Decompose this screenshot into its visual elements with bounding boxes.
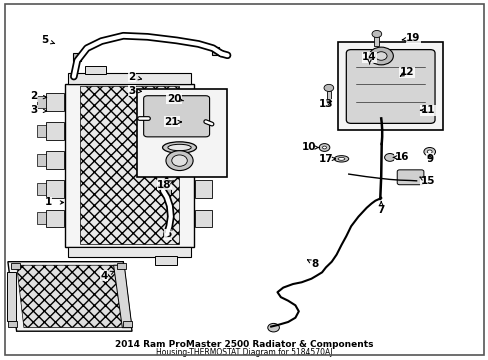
- Ellipse shape: [333, 156, 348, 162]
- Circle shape: [165, 151, 193, 171]
- Text: 2: 2: [128, 72, 135, 82]
- Polygon shape: [113, 265, 132, 328]
- Bar: [155, 256, 176, 265]
- Text: 11: 11: [420, 105, 434, 115]
- Text: 7: 7: [377, 204, 384, 215]
- Polygon shape: [8, 262, 132, 331]
- FancyBboxPatch shape: [143, 96, 209, 137]
- Text: Housing-THERMOSTAT Diagram for 5184570AJ: Housing-THERMOSTAT Diagram for 5184570AJ: [156, 348, 332, 357]
- Bar: [194, 210, 211, 227]
- Bar: [117, 264, 126, 269]
- Ellipse shape: [337, 157, 344, 160]
- Text: 1: 1: [44, 198, 52, 207]
- Bar: [45, 180, 64, 198]
- Circle shape: [267, 323, 279, 332]
- Text: 6: 6: [164, 229, 171, 239]
- Bar: [37, 212, 45, 224]
- Bar: [65, 84, 193, 247]
- Circle shape: [322, 146, 326, 149]
- Bar: [137, 89, 226, 176]
- FancyBboxPatch shape: [396, 170, 423, 185]
- Bar: [84, 66, 106, 74]
- Bar: [211, 47, 219, 55]
- Bar: [37, 96, 45, 108]
- Bar: [161, 189, 170, 195]
- Text: 3: 3: [128, 86, 135, 96]
- Polygon shape: [7, 272, 16, 321]
- Bar: [194, 152, 211, 169]
- Bar: [67, 73, 191, 84]
- Bar: [8, 321, 17, 327]
- Ellipse shape: [167, 144, 191, 151]
- Circle shape: [384, 153, 394, 161]
- Bar: [337, 42, 443, 130]
- Bar: [11, 264, 20, 269]
- Text: 17: 17: [318, 154, 333, 164]
- Text: 12: 12: [399, 67, 413, 77]
- Bar: [194, 180, 211, 198]
- Circle shape: [423, 148, 435, 156]
- FancyBboxPatch shape: [346, 50, 434, 123]
- Bar: [37, 154, 45, 166]
- Bar: [45, 122, 64, 140]
- Bar: [194, 93, 211, 111]
- Circle shape: [171, 155, 187, 166]
- Bar: [67, 247, 191, 257]
- Text: 13: 13: [318, 99, 332, 109]
- Bar: [45, 210, 64, 227]
- Text: 10: 10: [301, 143, 316, 153]
- Text: 8: 8: [310, 259, 318, 269]
- Text: 14: 14: [362, 52, 376, 62]
- Circle shape: [319, 144, 329, 152]
- Circle shape: [427, 150, 431, 153]
- Circle shape: [371, 31, 381, 37]
- Text: 18: 18: [157, 180, 171, 190]
- Text: 3: 3: [30, 105, 37, 115]
- Bar: [194, 122, 211, 140]
- Bar: [37, 183, 45, 195]
- Text: 16: 16: [394, 152, 408, 162]
- Bar: [73, 53, 81, 61]
- Text: 4: 4: [100, 271, 107, 281]
- Bar: [45, 93, 64, 111]
- Bar: [123, 321, 132, 327]
- Text: 5: 5: [41, 35, 48, 45]
- Text: 15: 15: [420, 176, 434, 186]
- Bar: [45, 152, 64, 169]
- Text: 9: 9: [425, 154, 432, 164]
- Text: 19: 19: [405, 33, 420, 43]
- Circle shape: [324, 84, 333, 91]
- Circle shape: [368, 47, 392, 65]
- Bar: [326, 91, 330, 105]
- Polygon shape: [17, 265, 125, 328]
- Text: 20: 20: [166, 94, 181, 104]
- Circle shape: [375, 52, 386, 60]
- Bar: [80, 86, 179, 244]
- Text: 21: 21: [164, 117, 179, 127]
- Text: 2014 Ram ProMaster 2500 Radiator & Components: 2014 Ram ProMaster 2500 Radiator & Compo…: [115, 340, 373, 349]
- Bar: [374, 36, 379, 46]
- Bar: [37, 125, 45, 137]
- Text: 2: 2: [30, 91, 37, 101]
- Ellipse shape: [162, 142, 196, 153]
